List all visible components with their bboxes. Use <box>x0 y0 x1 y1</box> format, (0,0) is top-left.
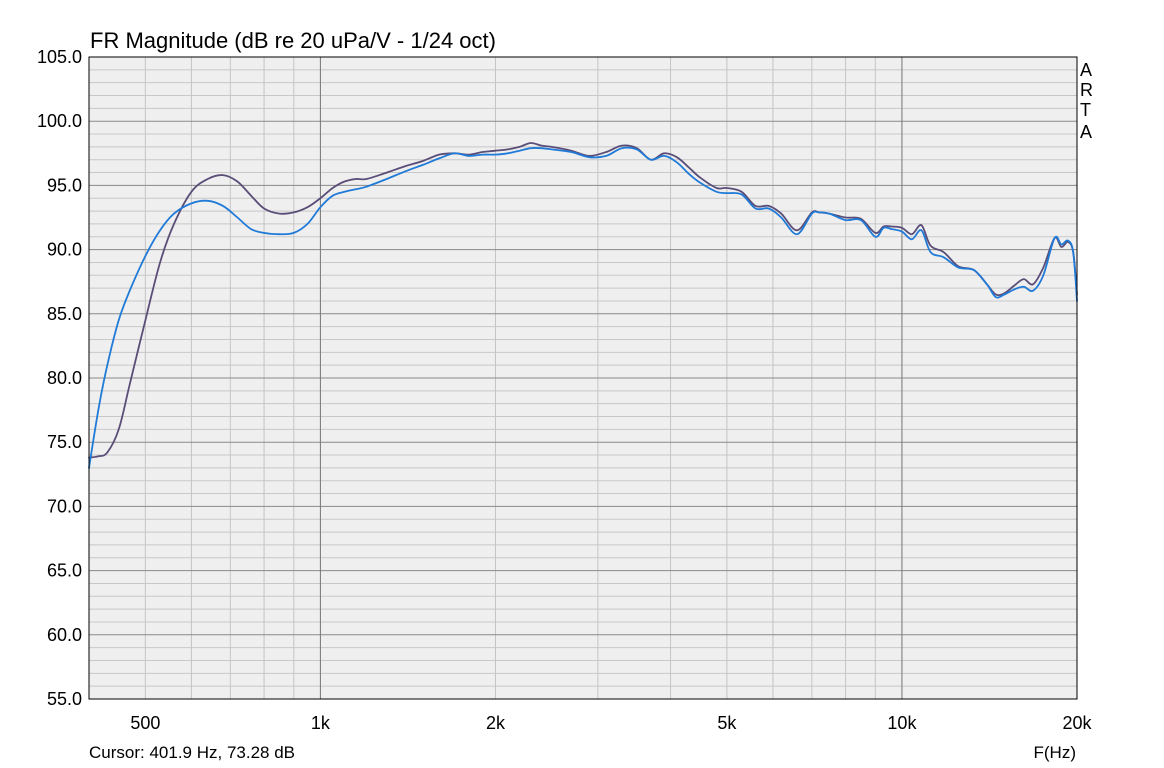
x-axis-label: F(Hz) <box>1034 743 1076 762</box>
chart-title: FR Magnitude (dB re 20 uPa/V - 1/24 oct) <box>90 28 496 53</box>
y-tick-label: 60.0 <box>47 625 82 645</box>
minor-grid <box>89 57 1077 699</box>
y-tick-label: 105.0 <box>37 47 82 67</box>
x-tick-label: 5k <box>717 713 737 733</box>
series-line-1 <box>88 142 1078 459</box>
series-line-2 <box>88 146 1078 469</box>
x-tick-label: 10k <box>887 713 917 733</box>
x-axis-labels: 500 1k 2k 5k 10k 20k <box>130 713 1092 733</box>
x-tick-label: 1k <box>311 713 331 733</box>
cursor-readout: Cursor: 401.9 Hz, 73.28 dB <box>89 743 295 762</box>
y-tick-label: 65.0 <box>47 561 82 581</box>
y-tick-label: 90.0 <box>47 240 82 260</box>
y-tick-label: 85.0 <box>47 304 82 324</box>
y-tick-label: 100.0 <box>37 111 82 131</box>
arta-brand: A R T A <box>1080 60 1093 142</box>
x-tick-label: 2k <box>486 713 506 733</box>
y-tick-label: 55.0 <box>47 689 82 709</box>
y-tick-label: 95.0 <box>47 175 82 195</box>
y-tick-label: 70.0 <box>47 496 82 516</box>
x-tick-label: 500 <box>130 713 160 733</box>
plot-frame <box>88 56 1078 700</box>
curves <box>88 142 1078 469</box>
y-tick-label: 80.0 <box>47 368 82 388</box>
brand-letter-a1: A <box>1080 60 1092 80</box>
major-grid <box>89 57 1077 699</box>
x-tick-label: 20k <box>1062 713 1092 733</box>
y-axis-labels: 55.0 60.0 65.0 70.0 75.0 80.0 85.0 90.0 95.0 100.… <box>37 47 82 709</box>
brand-letter-t: T <box>1080 100 1091 120</box>
y-tick-label: 75.0 <box>47 432 82 452</box>
brand-letter-r: R <box>1080 80 1093 100</box>
brand-letter-a2: A <box>1080 122 1092 142</box>
